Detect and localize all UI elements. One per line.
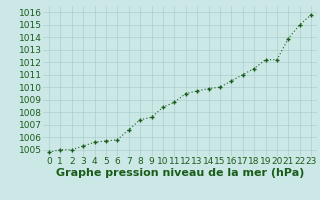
X-axis label: Graphe pression niveau de la mer (hPa): Graphe pression niveau de la mer (hPa) xyxy=(56,168,304,178)
